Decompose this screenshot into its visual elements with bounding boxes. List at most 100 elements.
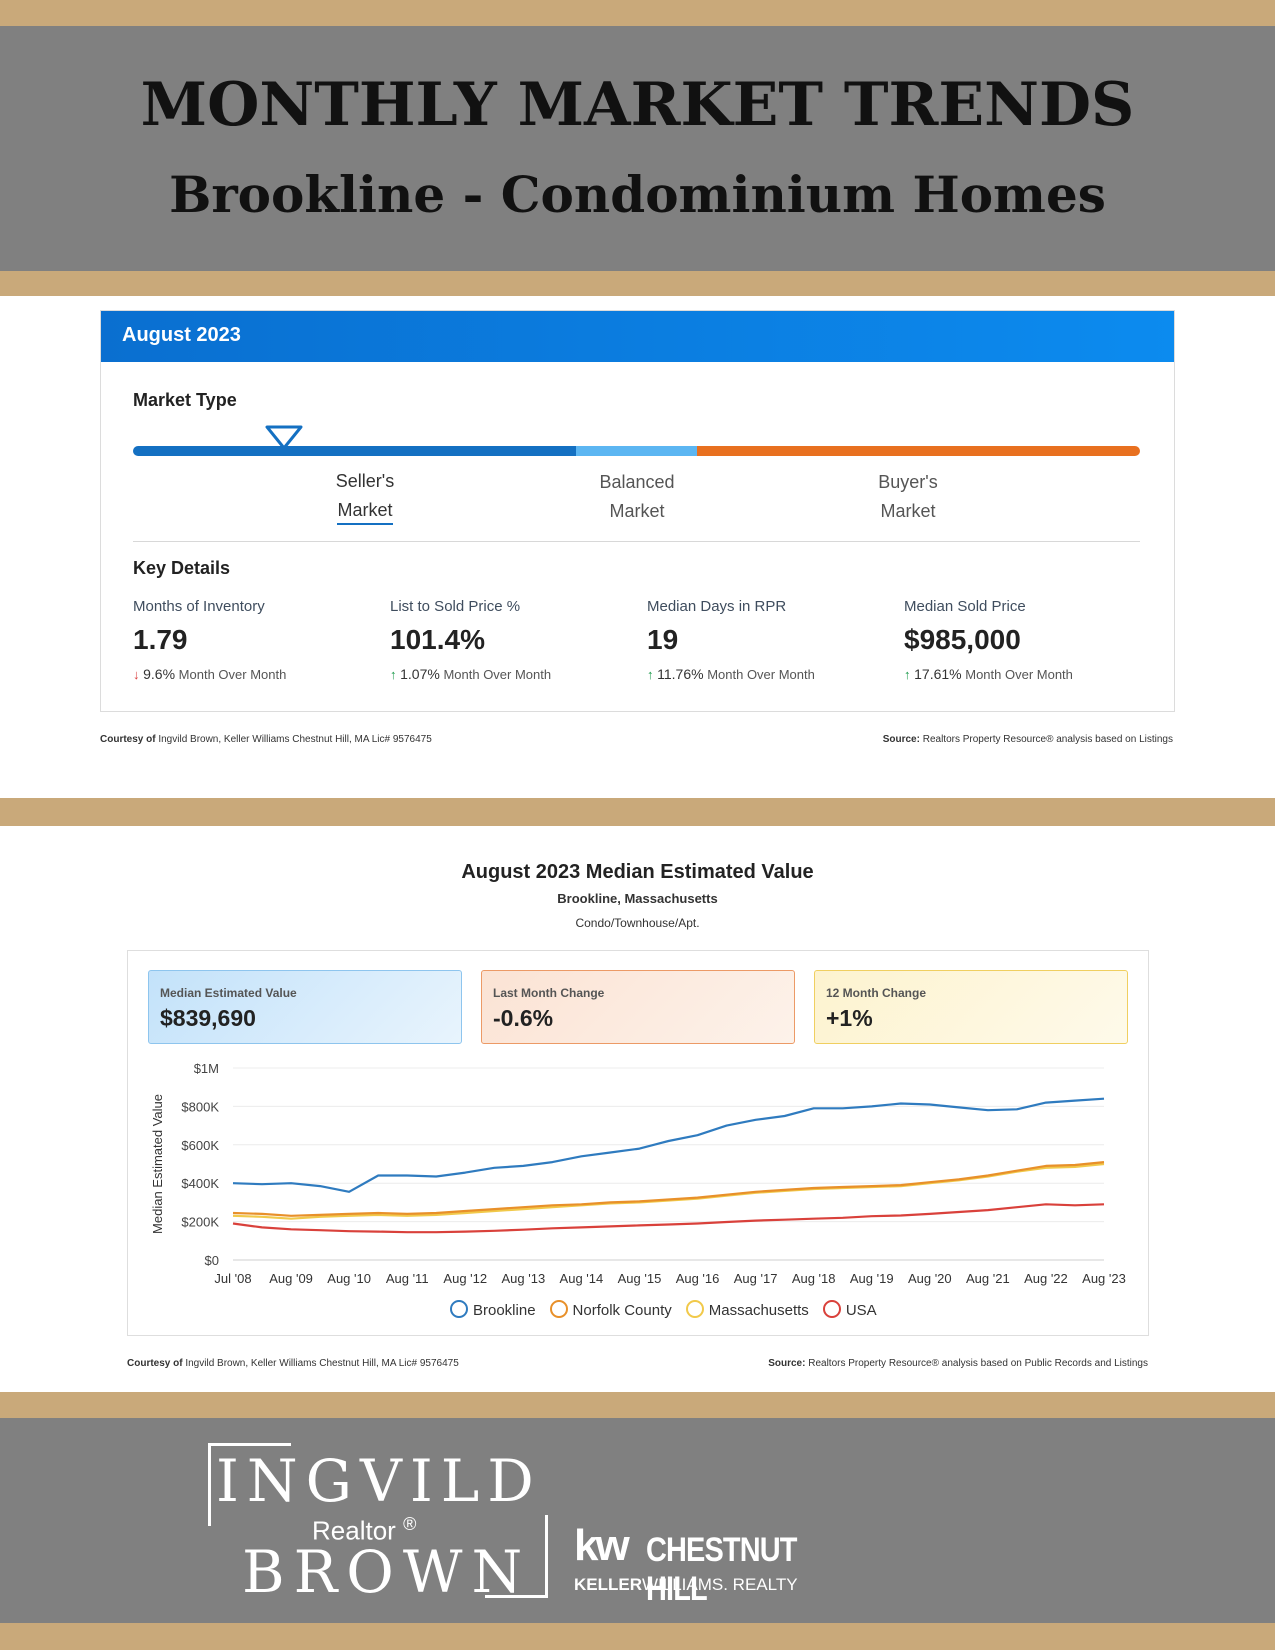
detail-label-inventory: Months of Inventory: [133, 598, 265, 615]
balanced-label-line2: Market: [609, 501, 665, 521]
x-tick-label: Aug '14: [560, 1271, 604, 1286]
card-header: August 2023: [101, 311, 1174, 362]
source-text: Realtors Property Resource® analysis bas…: [808, 1358, 1148, 1369]
source-label: Source:: [882, 734, 920, 745]
chart-property-type: Condo/Townhouse/Apt.: [575, 916, 700, 930]
x-tick-label: Jul '08: [214, 1271, 251, 1286]
chart-title: August 2023 Median Estimated Value: [461, 861, 814, 883]
bottom-gold-band: [0, 1392, 1275, 1418]
balanced-label-line1: Balanced: [599, 472, 675, 492]
x-tick-label: Aug '18: [792, 1271, 836, 1286]
registered-mark: ®: [403, 1514, 417, 1534]
x-tick-label: Aug '10: [327, 1271, 371, 1286]
y-tick-label: $600K: [181, 1138, 219, 1153]
y-tick-label: $400K: [181, 1176, 219, 1191]
detail-value-days-in-rpr: 19: [647, 624, 679, 655]
legend-label: USA: [845, 1302, 877, 1319]
detail-change-median-sold: ↑ 17.61% Month Over Month: [904, 666, 1073, 682]
kpi-median-value: Median Estimated Value $839,690: [148, 970, 462, 1044]
page-subtitle: Brookline - Condominium Homes: [169, 165, 1106, 224]
arrow-up-icon: ↑: [647, 667, 654, 682]
y-tick-label: $1M: [194, 1061, 219, 1076]
legend-label: Massachusetts: [708, 1302, 809, 1319]
kw-icon: kw: [574, 1521, 630, 1570]
legend-label: Norfolk County: [572, 1302, 672, 1319]
detail-label-median-sold: Median Sold Price: [904, 598, 1026, 615]
series-line-norfolk-county: [232, 1161, 1105, 1217]
key-details-label: Key Details: [133, 558, 231, 578]
sellers-market-label: Seller's Market: [295, 467, 435, 525]
x-tick-label: Aug '11: [386, 1271, 429, 1286]
chart-legend: Brookline Norfolk County Massachusetts USA: [450, 1300, 877, 1319]
y-tick-label: $200K: [181, 1215, 219, 1230]
change-period: Month Over Month: [707, 667, 815, 682]
kpi-label: Median Estimated Value: [160, 986, 297, 1000]
x-tick-label: Aug '23: [1082, 1271, 1126, 1286]
courtesy-label: Courtesy of: [127, 1358, 183, 1369]
agent-last-name: BROWN: [242, 1538, 532, 1606]
courtesy-text: Ingvild Brown, Keller Williams Chestnut …: [158, 734, 432, 745]
courtesy-text: Ingvild Brown, Keller Williams Chestnut …: [185, 1358, 459, 1369]
legend-item-norfolk[interactable]: Norfolk County: [549, 1300, 672, 1319]
arrow-up-icon: ↑: [390, 667, 397, 682]
buyers-label-line1: Buyer's: [878, 472, 938, 492]
kpi-value: $839,690: [160, 1005, 256, 1031]
office-name: CHESTNUT HILL: [646, 1531, 797, 1608]
detail-change-days-in-rpr: ↑ 11.76% Month Over Month: [647, 666, 815, 682]
market-indicator-icon: [265, 425, 303, 450]
change-percent: 17.61%: [914, 666, 962, 682]
kw-logo: kw CHESTNUT HILL KELLERWILLIAMS. REALTY: [574, 1521, 894, 1608]
chart-footer-source: Source: Realtors Property Resource® anal…: [768, 1358, 1148, 1369]
buyers-market-segment: [697, 446, 1140, 456]
courtesy-label: Courtesy of: [100, 734, 156, 745]
kpi-label: Last Month Change: [493, 986, 605, 1000]
y-tick-label: $0: [205, 1253, 219, 1268]
kpi-value: +1%: [826, 1005, 873, 1031]
kpi-last-month-change: Last Month Change -0.6%: [481, 970, 795, 1044]
balanced-market-label: Balanced Market: [567, 468, 707, 526]
circle-icon: [685, 1300, 704, 1318]
sellers-label-line1: Seller's: [335, 471, 395, 491]
series-line-brookline: [232, 1097, 1105, 1193]
legend-label: Brookline: [473, 1302, 536, 1319]
middle-gold-band: [0, 798, 1275, 826]
detail-label-days-in-rpr: Median Days in RPR: [647, 598, 787, 615]
x-tick-label: Aug '15: [618, 1271, 662, 1286]
sellers-market-segment: [133, 446, 576, 456]
line-chart: $0 $200K $400K $600K $800K $1M Jul '08 Aug '09 A…: [150, 1061, 1126, 1286]
company-bold: KELLER: [574, 1575, 642, 1594]
market-type-label: Market Type: [133, 390, 237, 410]
arrow-down-icon: ↓: [133, 667, 140, 682]
agent-logo: INGVILD Realtor ® BROWN: [208, 1443, 548, 1606]
sellers-label-line2: Market: [337, 497, 393, 525]
buyers-label-line2: Market: [880, 501, 936, 521]
header-gold-band: [0, 271, 1275, 296]
buyers-market-label: Buyer's Market: [838, 468, 978, 526]
circle-icon: [549, 1300, 568, 1318]
change-period: Month Over Month: [178, 667, 287, 682]
detail-value-inventory: 1.79: [133, 624, 188, 655]
card-footer-courtesy: Courtesy of Ingvild Brown, Keller Willia…: [100, 734, 432, 745]
chart-footer-courtesy: Courtesy of Ingvild Brown, Keller Willia…: [127, 1358, 459, 1369]
x-tick-label: Aug '13: [501, 1271, 545, 1286]
legend-item-usa[interactable]: USA: [822, 1300, 877, 1319]
header-panel: [0, 26, 1275, 271]
branding-panel: [0, 1418, 1275, 1623]
legend-item-massachusetts[interactable]: Massachusetts: [685, 1300, 809, 1319]
kpi-label: 12 Month Change: [826, 986, 927, 1000]
footer-gold-band: [0, 1623, 1275, 1650]
detail-value-list-to-sold: 101.4%: [390, 624, 485, 655]
x-tick-label: Aug '22: [1024, 1271, 1068, 1286]
detail-change-inventory: ↓ 9.6% Month Over Month: [133, 666, 286, 682]
change-percent: 11.76%: [657, 666, 704, 682]
company-rest: WILLIAMS. REALTY: [642, 1575, 798, 1594]
legend-item-brookline[interactable]: Brookline: [450, 1300, 536, 1319]
page-title: MONTHLY MARKET TRENDS: [140, 70, 1135, 140]
circle-icon: [822, 1300, 841, 1318]
kpi-12-month-change: 12 Month Change +1%: [814, 970, 1128, 1044]
change-period: Month Over Month: [443, 667, 552, 682]
x-tick-label: Aug '20: [908, 1271, 952, 1286]
top-gold-band: [0, 0, 1275, 26]
company-name: KELLERWILLIAMS. REALTY: [574, 1575, 798, 1595]
detail-label-list-to-sold: List to Sold Price %: [390, 598, 521, 615]
